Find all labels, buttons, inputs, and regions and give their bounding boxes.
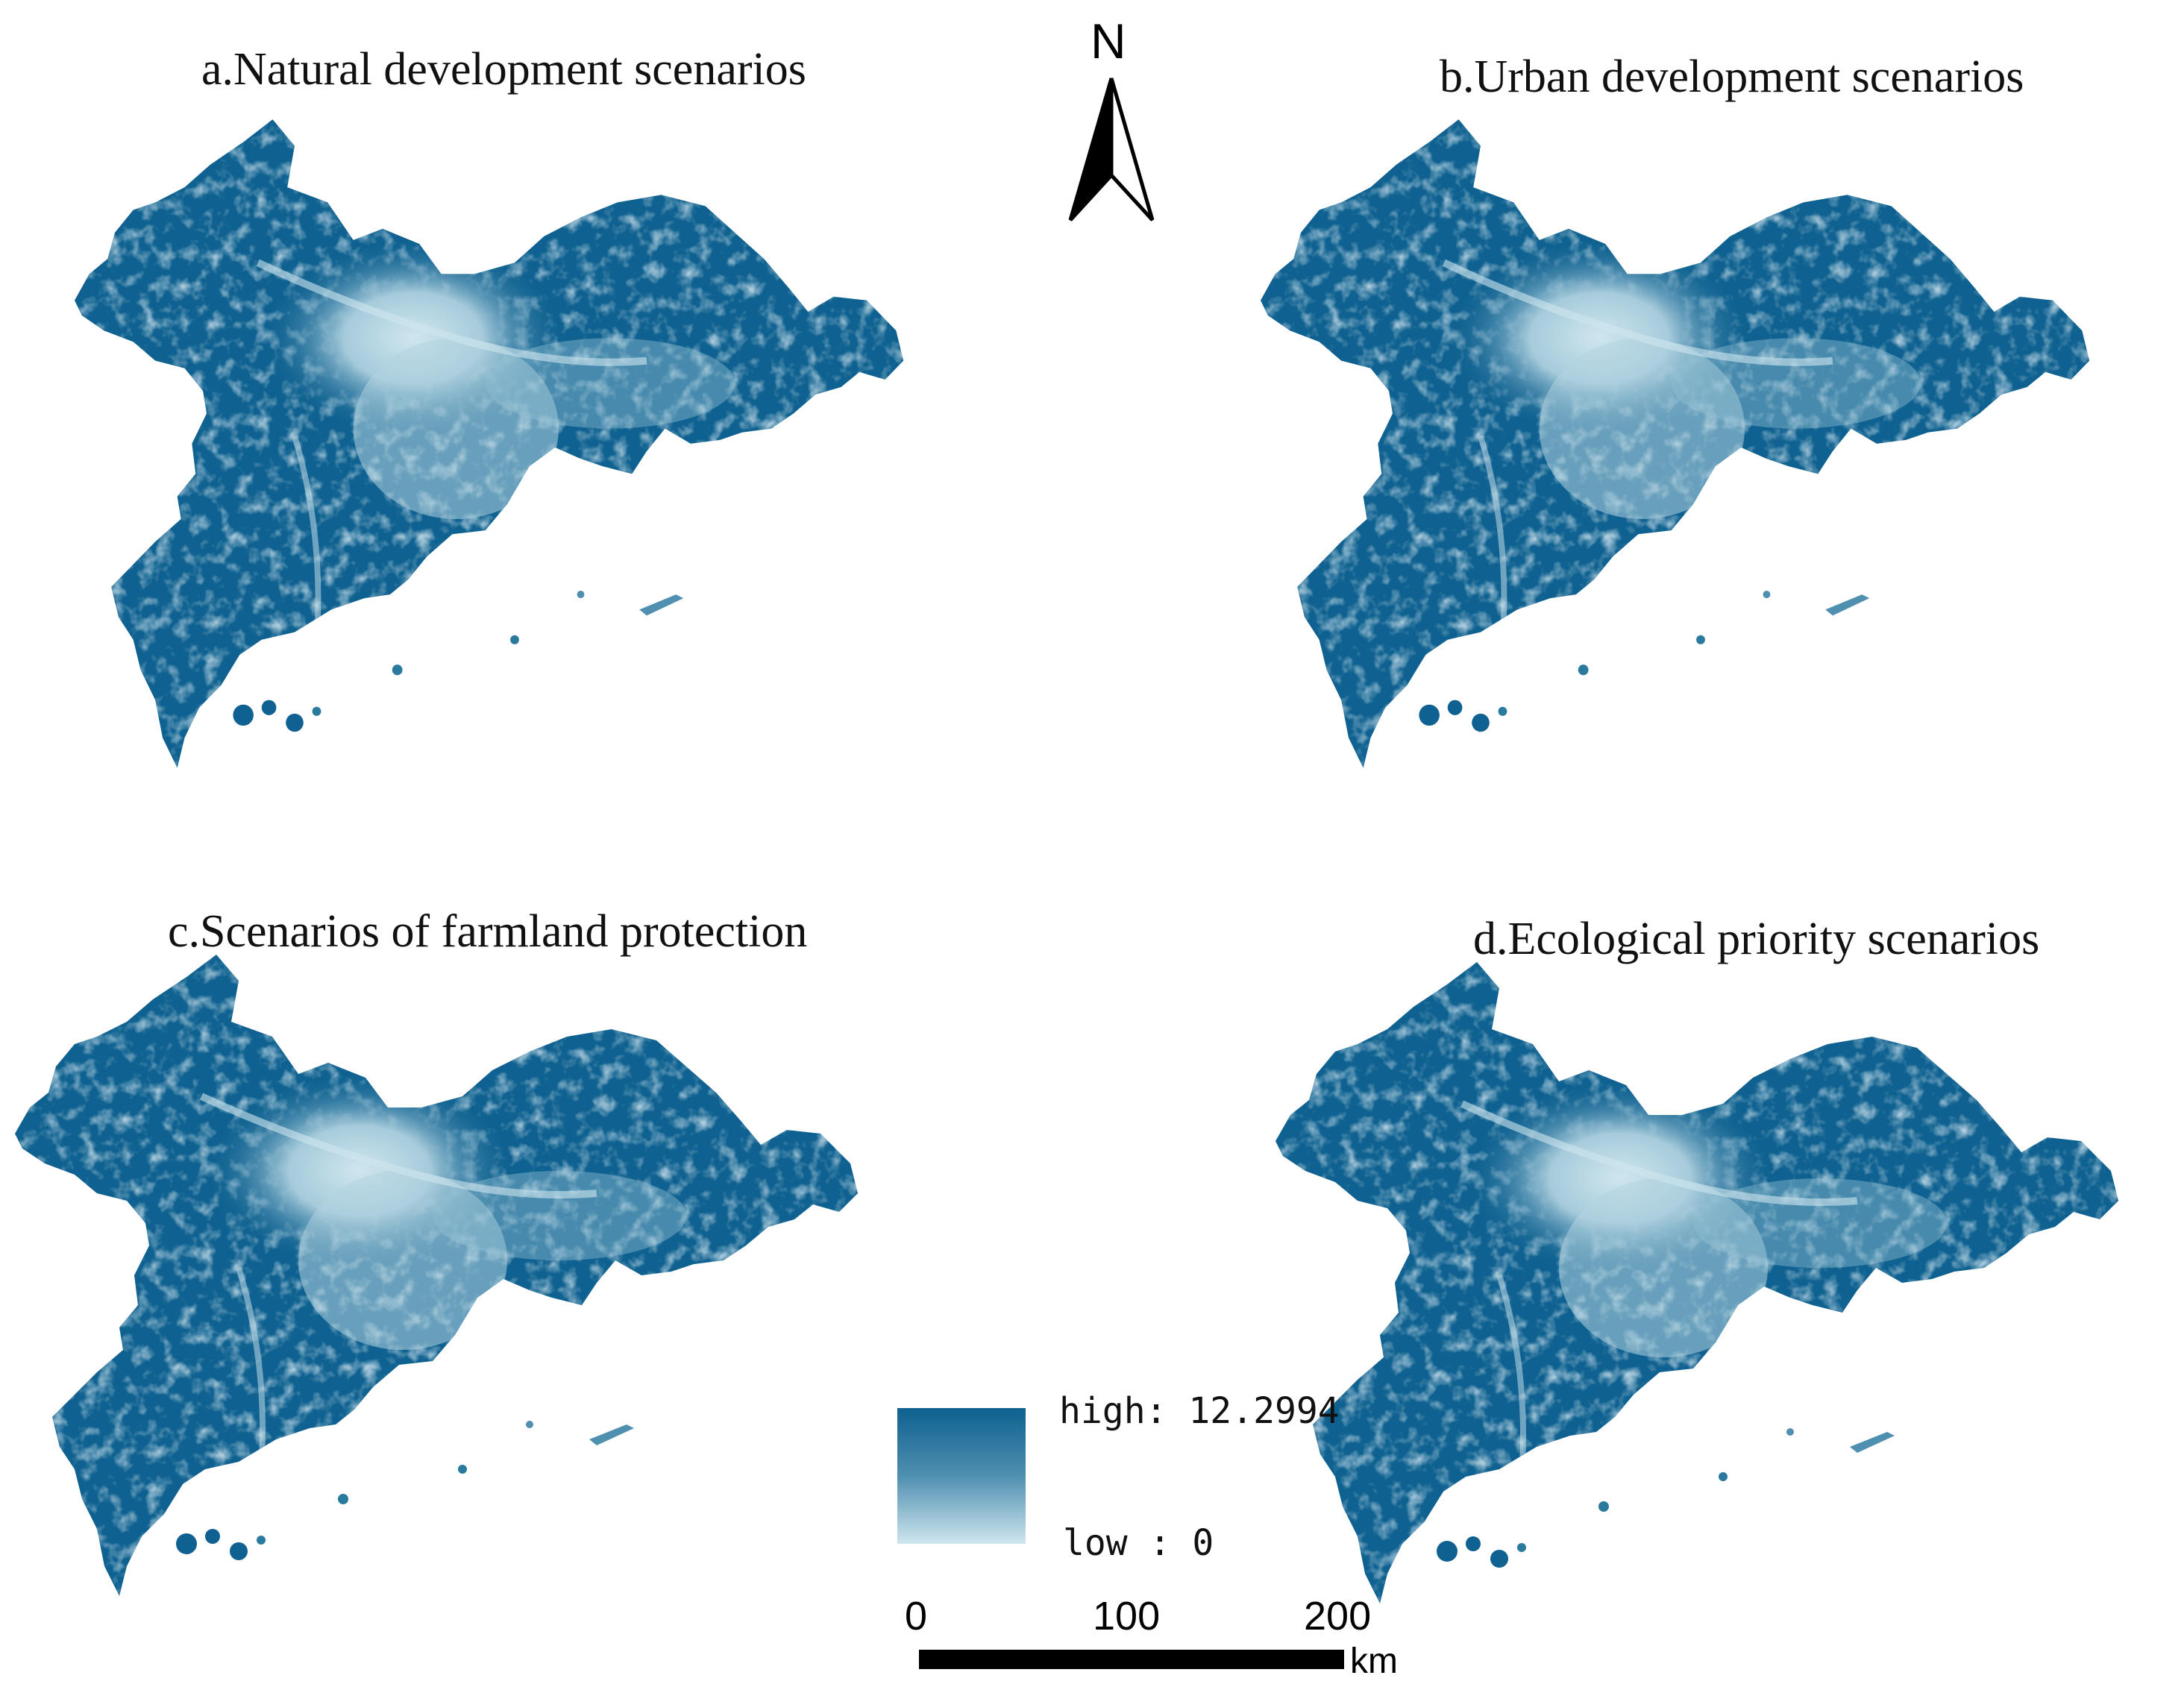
- legend-high-label: high: 12.2994: [1059, 1390, 1340, 1432]
- scale-tick-0: 0: [905, 1594, 928, 1639]
- map-farmland-protection: [15, 947, 910, 1618]
- scale-unit: km: [1350, 1642, 1398, 1681]
- map-natural-development: [75, 112, 955, 791]
- legend-color-ramp: [897, 1408, 1026, 1544]
- panel-title-d: d.Ecological priority scenarios: [1473, 914, 2040, 964]
- scale-tick-200: 200: [1304, 1594, 1372, 1639]
- scale-tick-100: 100: [1093, 1594, 1161, 1639]
- north-label: N: [1091, 13, 1126, 69]
- legend-low-label: low : 0: [1063, 1522, 1214, 1564]
- scale-bar: [919, 1650, 1344, 1669]
- map-urban-development: [1261, 112, 2141, 791]
- north-arrow-icon: [1068, 78, 1155, 222]
- panel-title-b: b.Urban development scenarios: [1440, 51, 2024, 102]
- panel-title-c: c.Scenarios of farmland protection: [168, 906, 808, 957]
- panel-title-a: a.Natural development scenarios: [201, 44, 806, 95]
- map-ecological-priority: [1275, 955, 2171, 1626]
